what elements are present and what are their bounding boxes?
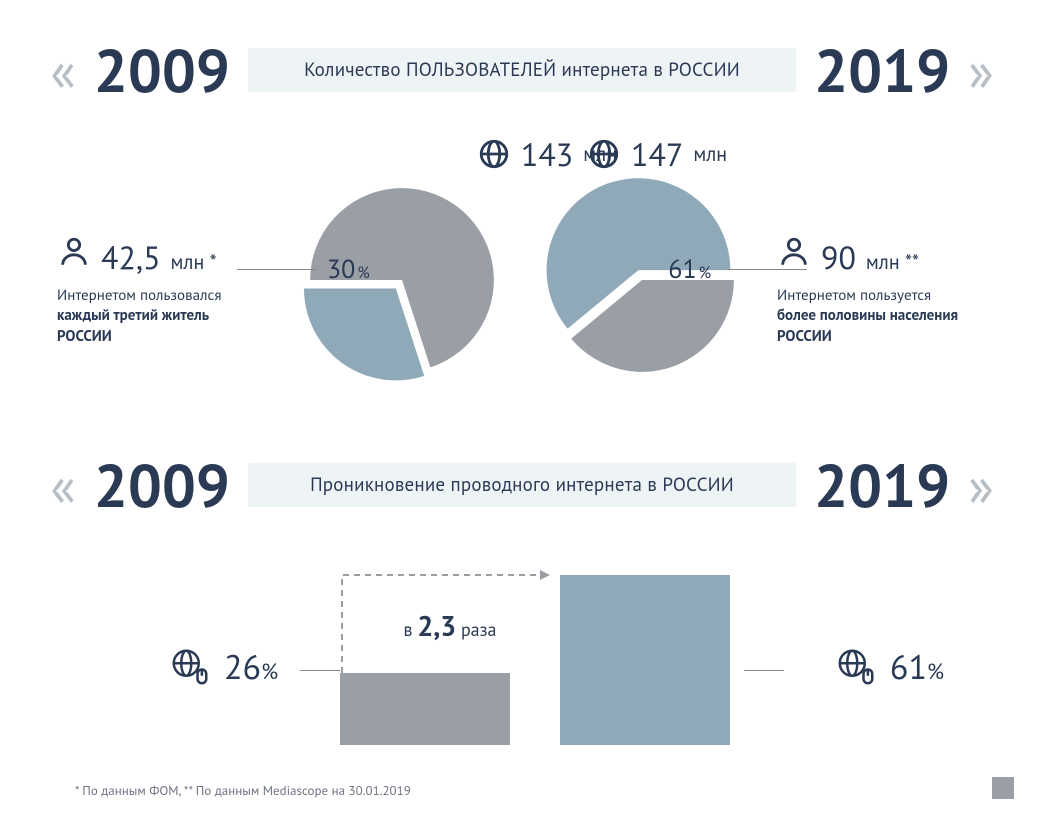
pop-value-left: 143 — [521, 133, 573, 175]
pie-right: 61% — [537, 175, 747, 385]
quote-open-1: « — [50, 43, 76, 97]
bar-2019-pct: 61 — [890, 645, 927, 689]
note-left-bold: каждый третий житель РОССИИ — [57, 306, 209, 345]
note-right-bold: более половины населения РОССИИ — [777, 306, 958, 345]
title-1: Количество ПОЛЬЗОВАТЕЛЕЙ интернета в РОС… — [248, 48, 796, 92]
note-left-plain: Интернетом пользовался — [57, 286, 221, 305]
bar-2009-pct: 26 — [224, 645, 261, 689]
footnote: * По данным ФОМ, ** По данным Mediascope… — [75, 782, 411, 799]
side-text-left: 42,5 млн * Интернетом пользовался каждый… — [57, 175, 267, 385]
person-icon — [57, 235, 91, 269]
users-row-right: 90 млн ** — [777, 235, 987, 278]
pop-value-right: 147 — [631, 133, 683, 175]
leader-bar-left — [300, 670, 340, 671]
header-row-1: « 2009 Количество ПОЛЬЗОВАТЕЛЕЙ интернет… — [0, 40, 1044, 100]
note-left: Интернетом пользовался каждый третий жит… — [57, 286, 267, 347]
growth-value: 2,3 — [417, 607, 456, 644]
users-row-left: 42,5 млн * — [57, 235, 267, 278]
side-text-right: 90 млн ** Интернетом пользуется более по… — [777, 175, 987, 385]
users-unit-left: млн * — [171, 249, 217, 275]
pct-side-right: 61% — [836, 645, 944, 689]
bars-area: 26% 61% в 2,3 раза — [0, 555, 1044, 745]
quote-open-2: « — [50, 458, 76, 512]
globe-mouse-icon — [836, 647, 876, 687]
globe-icon — [587, 137, 621, 171]
pies-row: 42,5 млн * Интернетом пользовался каждый… — [0, 175, 1044, 385]
quote-close-2: » — [968, 458, 994, 512]
pct-side-left: 26% — [170, 645, 278, 689]
pop-unit-right: млн — [693, 141, 727, 167]
users-value-right: 90 — [821, 236, 856, 278]
year-2019-2: 2019 — [814, 455, 950, 515]
note-right: Интернетом пользуется более половины нас… — [777, 286, 987, 347]
note-right-plain: Интернетом пользуется — [777, 286, 931, 305]
bar-2019 — [560, 575, 730, 745]
pct-label-right: 61% — [668, 253, 711, 286]
growth-prefix: в — [404, 618, 413, 641]
leader-right — [727, 269, 807, 270]
year-2009-1: 2009 — [94, 40, 230, 100]
users-value-left: 42,5 — [101, 236, 161, 278]
header-row-2: « 2009 Проникновение проводного интернет… — [0, 455, 1044, 515]
leader-bar-right — [744, 670, 784, 671]
pct-sign-r: % — [927, 658, 944, 686]
pop-label-right: 147 млн — [587, 133, 727, 175]
users-unit-right: млн ** — [866, 249, 919, 275]
pct-label-left: 30% — [327, 253, 370, 286]
pct-sign-l: % — [261, 658, 278, 686]
bar-2009 — [340, 673, 510, 745]
corner-square — [992, 777, 1014, 799]
section-penetration: « 2009 Проникновение проводного интернет… — [0, 455, 1044, 515]
pie-block-right: 147 млн 61% — [537, 175, 747, 385]
year-2009-2: 2009 — [94, 455, 230, 515]
growth-suffix: раза — [461, 618, 497, 641]
year-2019-1: 2019 — [814, 40, 950, 100]
pie-left: 30% — [297, 175, 507, 385]
leader-left — [237, 269, 317, 270]
quote-close-1: » — [968, 43, 994, 97]
pct-value-left: 30 — [327, 253, 355, 286]
section-users: « 2009 Количество ПОЛЬЗОВАТЕЛЕЙ интернет… — [0, 40, 1044, 100]
pct-value-right: 61 — [668, 253, 696, 286]
person-icon — [777, 235, 811, 269]
globe-mouse-icon — [170, 647, 210, 687]
title-2: Проникновение проводного интернета в РОС… — [248, 463, 796, 507]
growth-label: в 2,3 раза — [350, 607, 550, 644]
globe-icon — [477, 137, 511, 171]
pie-block-left: 143 млн 30% — [297, 175, 507, 385]
